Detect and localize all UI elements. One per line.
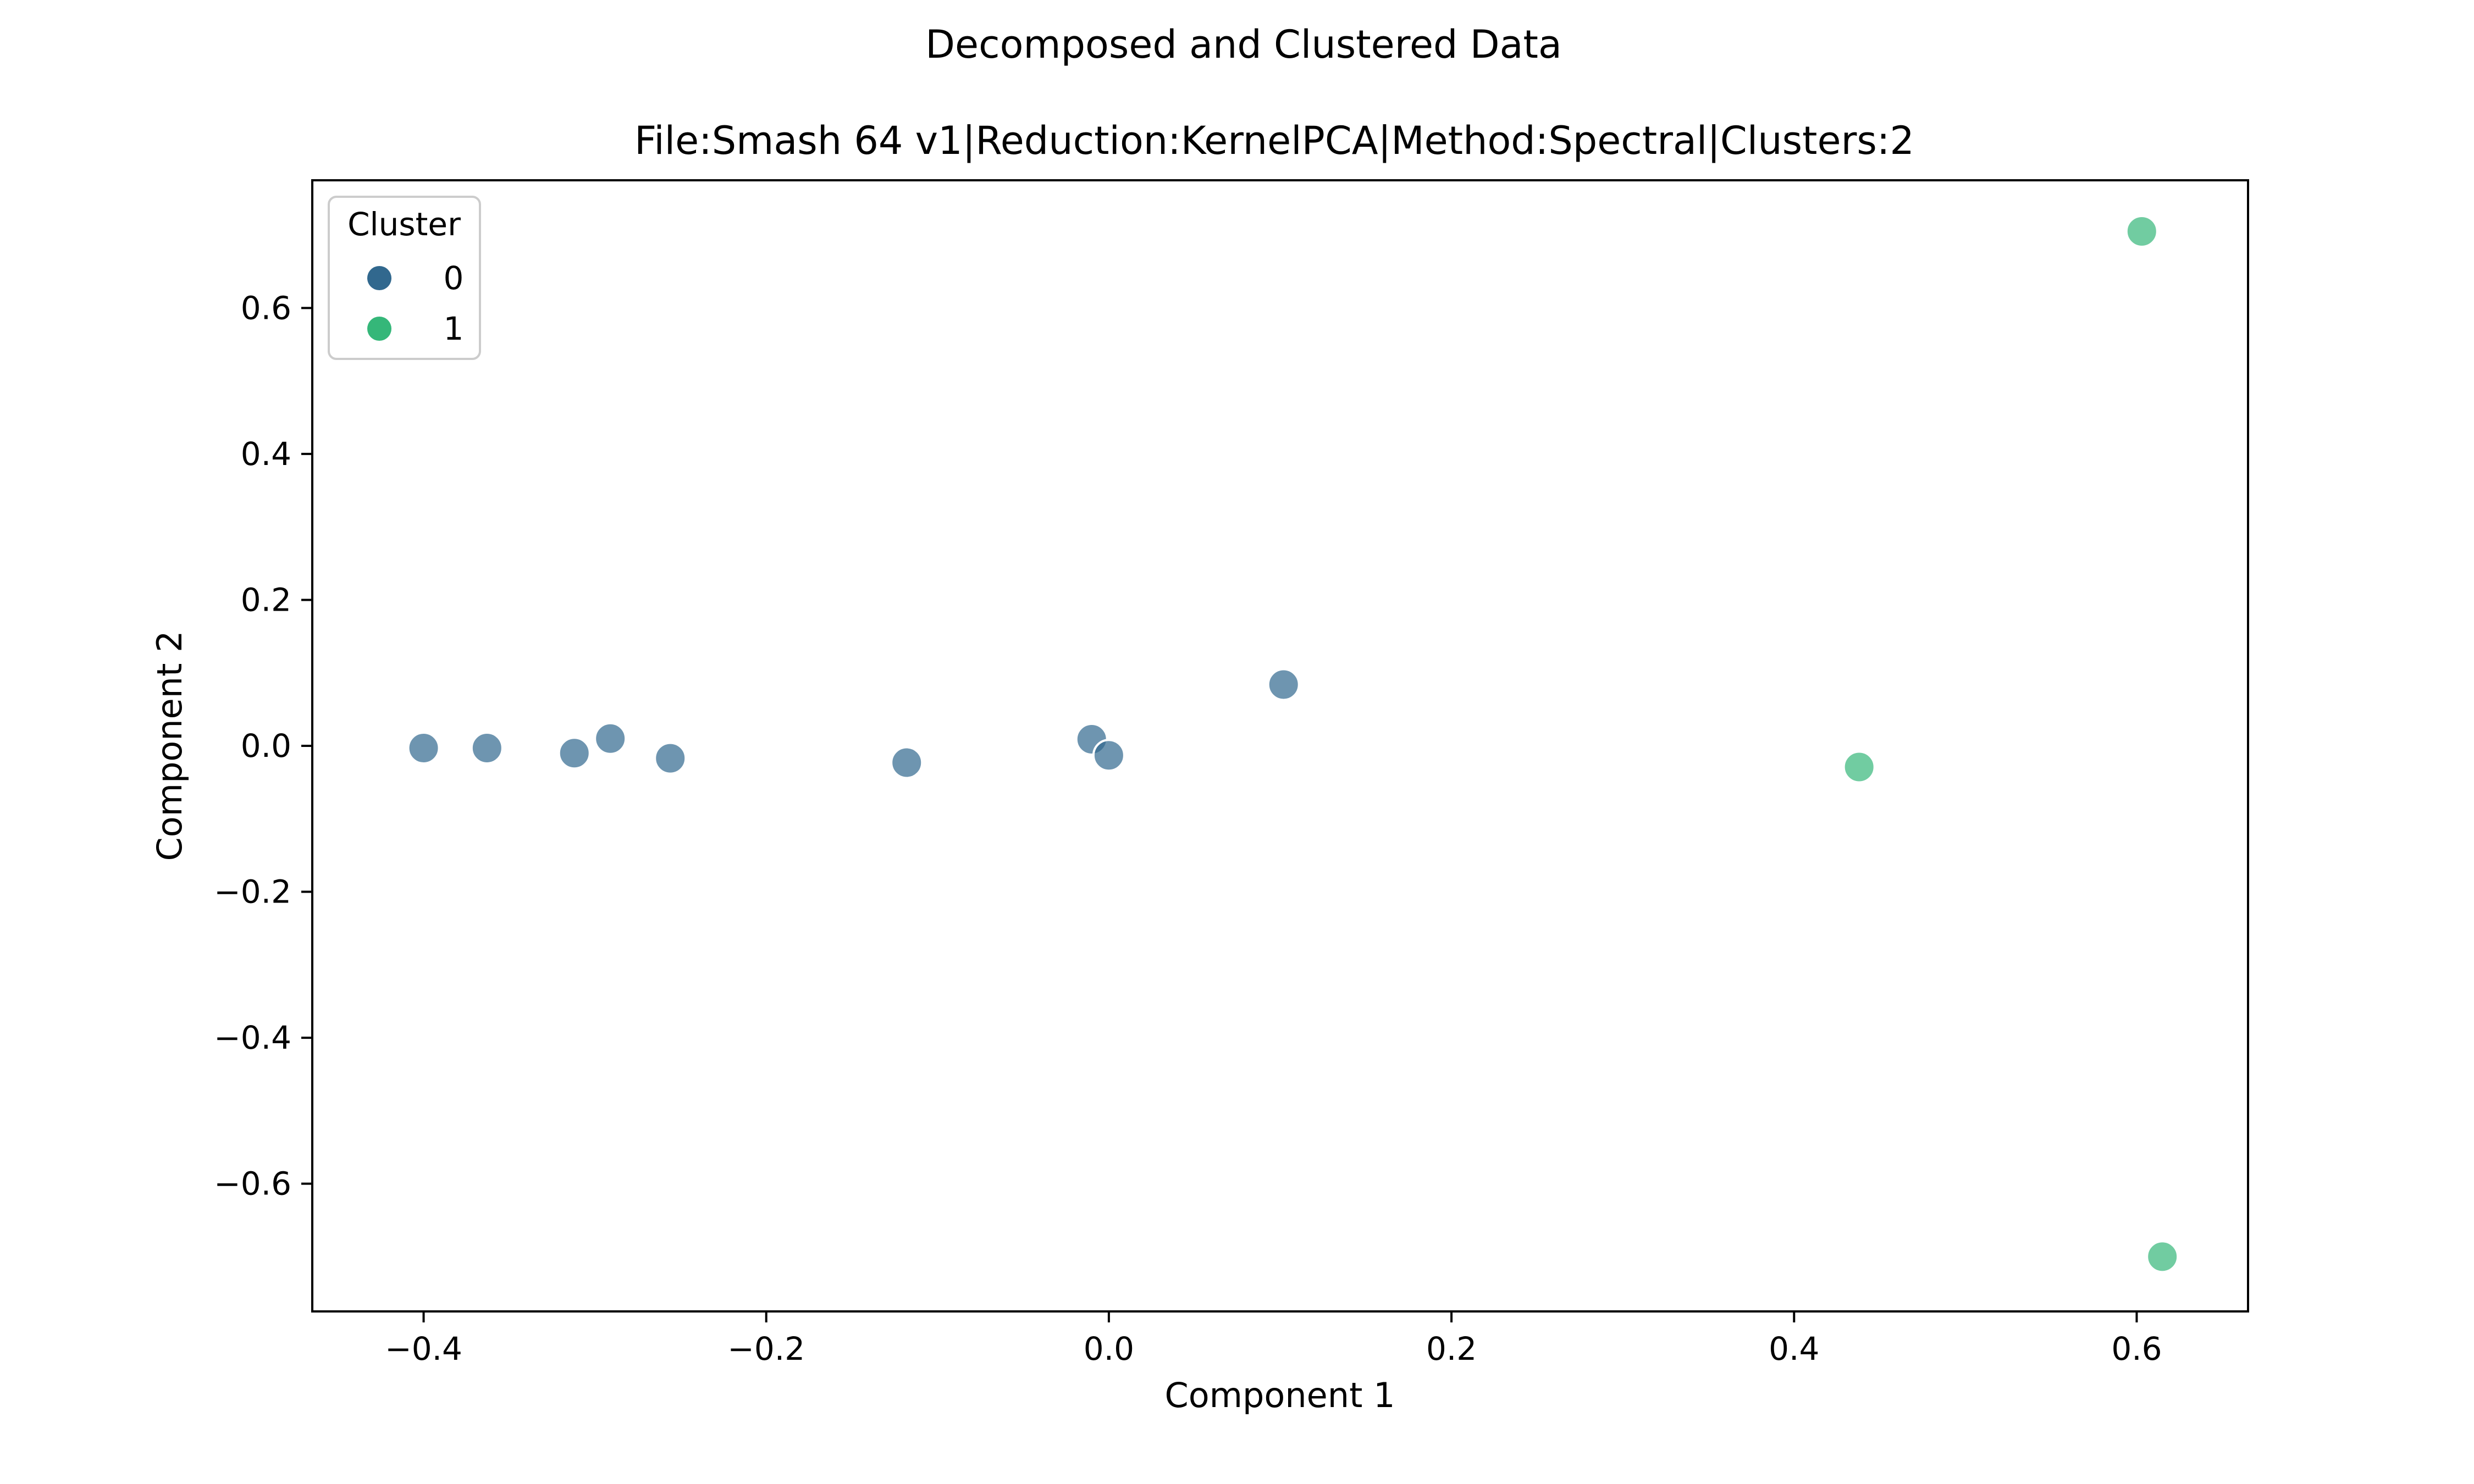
y-tick-label: −0.6 bbox=[214, 1165, 291, 1203]
x-tick-label: −0.4 bbox=[385, 1330, 462, 1367]
legend-title: Cluster bbox=[347, 206, 461, 243]
legend-box bbox=[328, 196, 481, 360]
point-cluster-1-2 bbox=[2146, 1240, 2179, 1273]
point-cluster-0-2 bbox=[557, 737, 591, 770]
point-cluster-0-1 bbox=[470, 731, 504, 765]
points-layer bbox=[407, 214, 2179, 1273]
y-tick-label: 0.6 bbox=[241, 289, 291, 326]
point-cluster-1-0 bbox=[1842, 750, 1876, 784]
x-tick-label: 0.6 bbox=[2111, 1330, 2162, 1367]
y-tick-label: 0.2 bbox=[241, 581, 291, 618]
legend: Cluster 0 1 bbox=[328, 196, 481, 360]
point-cluster-0-3 bbox=[594, 722, 627, 755]
x-axis: −0.4 −0.2 0.0 0.2 0.4 0.6 bbox=[385, 1311, 2162, 1367]
x-tick-label: 0.4 bbox=[1769, 1330, 1819, 1367]
legend-marker-0 bbox=[367, 266, 391, 290]
point-cluster-0-4 bbox=[654, 741, 687, 775]
legend-marker-1 bbox=[367, 317, 391, 341]
legend-label-0: 0 bbox=[444, 259, 464, 297]
point-cluster-0-8 bbox=[1267, 668, 1300, 701]
y-axis: −0.6 −0.4 −0.2 0.0 0.2 0.4 0.6 bbox=[214, 289, 312, 1203]
legend-label-1: 1 bbox=[444, 310, 464, 347]
y-tick-label: 0.4 bbox=[241, 435, 291, 473]
x-axis-label: Component 1 bbox=[1164, 1375, 1395, 1415]
x-tick-label: −0.2 bbox=[727, 1330, 805, 1367]
point-cluster-1-1 bbox=[2125, 214, 2158, 248]
y-tick-label: −0.2 bbox=[214, 873, 291, 911]
chart-title: File:Smash 64 v1|Reduction:KernelPCA|Met… bbox=[634, 118, 1914, 163]
x-tick-label: 0.0 bbox=[1084, 1330, 1134, 1367]
y-tick-label: −0.4 bbox=[214, 1019, 291, 1056]
chart-suptitle: Decomposed and Clustered Data bbox=[925, 22, 1562, 67]
x-tick-label: 0.2 bbox=[1426, 1330, 1477, 1367]
y-axis-label: Component 2 bbox=[150, 630, 190, 861]
point-cluster-0-0 bbox=[407, 731, 440, 765]
y-tick-label: 0.0 bbox=[241, 727, 291, 765]
point-cluster-0-7 bbox=[1092, 739, 1125, 772]
point-cluster-0-5 bbox=[890, 746, 924, 779]
